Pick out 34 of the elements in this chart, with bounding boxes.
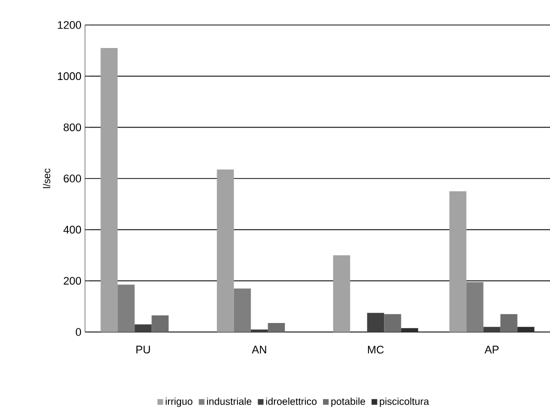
- y-tick-label: 0: [76, 328, 82, 336]
- bar: [517, 326, 534, 332]
- bar: [216, 170, 234, 332]
- bar: [134, 324, 152, 332]
- bar: [384, 314, 402, 332]
- bar: [118, 284, 135, 332]
- y-tick-label: 400: [63, 226, 82, 234]
- bar: [100, 48, 118, 332]
- y-tick-label: 200: [64, 276, 82, 285]
- x-tick-label: PU: [136, 346, 150, 354]
- bar: [152, 315, 169, 332]
- legend-label: potabile: [331, 398, 366, 407]
- legend-label: irriguo: [166, 398, 192, 407]
- legend-label: idroelettrico: [266, 398, 317, 405]
- bar: [483, 326, 500, 332]
- y-tick-label: 600: [64, 174, 82, 182]
- y-axis-title: l/sec: [42, 168, 50, 188]
- bar: [449, 191, 466, 332]
- x-tick-label: AP: [484, 346, 499, 354]
- bar: [466, 282, 484, 332]
- bar: [268, 323, 285, 332]
- bar: [367, 312, 384, 332]
- legend-label: industriale: [207, 398, 252, 405]
- y-tick-label: 800: [64, 123, 82, 132]
- x-tick-label: MC: [368, 346, 384, 354]
- bar: [234, 288, 251, 332]
- bar: [333, 255, 350, 332]
- bar: [250, 329, 268, 332]
- y-tick-label: 1000: [58, 72, 82, 80]
- legend-label: piscicoltura: [380, 398, 430, 407]
- x-tick-label: AN: [252, 346, 266, 354]
- y-tick-label: 1200: [58, 21, 82, 29]
- bar: [500, 314, 518, 332]
- bar: [401, 328, 418, 332]
